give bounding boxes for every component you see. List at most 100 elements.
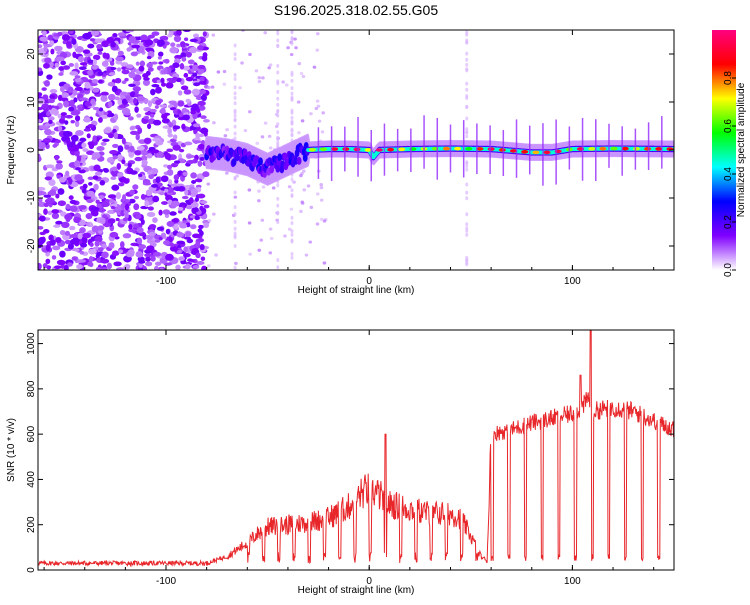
spectrogram-cell xyxy=(312,65,317,69)
spectrogram-cell xyxy=(128,223,133,230)
snr-ylabel: SNR (10 * v/v) xyxy=(6,418,17,482)
spectrogram-cell xyxy=(174,223,179,230)
spectrogram-cell xyxy=(71,144,80,152)
spectrogram-cell xyxy=(233,85,237,90)
spectrogram-cell xyxy=(165,228,171,235)
spectrogram-cell xyxy=(167,127,173,135)
spectrogram-cell xyxy=(147,170,153,175)
spectrogram-cell xyxy=(132,184,139,190)
spectrogram-cell xyxy=(126,64,134,69)
spectrogram-cell xyxy=(610,146,618,151)
spectrogram-cell xyxy=(192,140,202,144)
spectrogram-cell xyxy=(60,211,67,217)
spectrogram-cell xyxy=(509,149,517,153)
spectrogram-cell xyxy=(61,92,69,98)
spectrogram-cell xyxy=(290,72,294,77)
spectrogram-cell xyxy=(146,153,153,159)
spectrogram-cell xyxy=(233,91,237,96)
spectrogram-cell xyxy=(290,91,294,96)
spectrogram-cell xyxy=(375,148,383,152)
spectrogram-cell xyxy=(78,205,87,210)
spectrogram-cell xyxy=(43,194,52,198)
spectrogram-cell xyxy=(193,33,200,39)
spectrogram-cell xyxy=(122,217,129,222)
spectrogram-cell xyxy=(93,183,99,191)
spectrogram-cell xyxy=(135,250,144,258)
spectrogram-cell xyxy=(152,119,162,126)
spectrogram-cell xyxy=(158,236,163,241)
spectrogram-cell xyxy=(131,39,140,44)
spectrogram-cell xyxy=(290,221,294,226)
spectrogram-cell xyxy=(43,62,50,69)
spectrogram-cell xyxy=(181,195,189,200)
spectrogram-cell xyxy=(201,265,207,270)
spectrogram-cell xyxy=(276,258,280,263)
spectrogram-cell xyxy=(465,226,469,231)
spectrogram-cell xyxy=(248,252,252,256)
spectrogram-cell xyxy=(151,31,160,36)
spectrogram-cell xyxy=(126,166,132,172)
spectrogram-cell xyxy=(62,130,72,137)
spectrogram-cell xyxy=(135,61,140,66)
spectrogram-cell xyxy=(170,183,178,187)
spectrogram-cell xyxy=(38,197,43,203)
spectrogram-cell xyxy=(190,224,197,230)
spectrogram-cell xyxy=(258,157,263,166)
spectrogram-cell xyxy=(59,230,66,236)
spectrogram-cell xyxy=(128,151,135,158)
spectrogram-cell xyxy=(190,172,197,179)
spectrogram-cell xyxy=(96,145,105,151)
spectrogram-cell xyxy=(233,176,237,181)
spectrogram-cell xyxy=(194,214,200,221)
spectrogram-cell xyxy=(242,148,248,157)
spectrogram-cell xyxy=(88,182,93,186)
spectrogram-cell xyxy=(153,265,159,270)
spectrogram-cell xyxy=(107,218,116,224)
spectrogram-cell xyxy=(54,155,59,161)
spectrogram-cell xyxy=(86,133,91,139)
spectrogram-cell xyxy=(257,189,261,193)
spectrogram-cell xyxy=(185,76,194,82)
spectrogram-cell xyxy=(187,59,195,65)
spectrogram-cell xyxy=(89,242,94,247)
spectrogram-cell xyxy=(319,217,324,221)
spectrogram-cell xyxy=(277,153,283,162)
spectrogram-cell xyxy=(38,44,43,49)
spectrogram-cell xyxy=(342,147,350,151)
spectrogram-cell xyxy=(117,172,124,177)
spectrogram-cell xyxy=(87,69,94,76)
spectrogram-cell xyxy=(154,105,159,109)
spectrogram-cell xyxy=(117,32,127,37)
spectrogram-cell xyxy=(276,38,280,43)
spectrogram-cell xyxy=(588,147,596,151)
spectrogram-cell xyxy=(73,216,81,223)
spectrogram-cell xyxy=(115,56,124,62)
spectrogram-cell xyxy=(260,135,265,139)
spectrogram-cell xyxy=(134,88,139,96)
spectrogram-cell xyxy=(442,146,450,151)
spectrogram-cell xyxy=(281,80,285,84)
spectrogram-cell xyxy=(233,231,237,236)
spectrogram-cell xyxy=(290,238,294,243)
spectrogram-cell xyxy=(91,79,99,84)
spectrogram-cell xyxy=(142,182,152,186)
spectrogram-cell xyxy=(276,63,280,68)
spectrogram-cell xyxy=(261,76,265,80)
spectrogram-cell xyxy=(144,39,154,46)
spectrogram-cell xyxy=(207,218,212,223)
spectrogram-cell xyxy=(76,264,83,270)
spectrogram-cell xyxy=(69,199,77,205)
spectrogram-cell xyxy=(92,58,97,66)
spectrogram-cell xyxy=(67,243,74,250)
spectrogram-cell xyxy=(353,147,361,152)
spectrogram-cell xyxy=(172,76,178,81)
spectrogram-cell xyxy=(130,51,139,57)
spectrogram-cell xyxy=(260,218,265,222)
spectrogram-cell xyxy=(65,114,73,119)
spectrogram-cell xyxy=(261,185,266,189)
spectrogram-cell xyxy=(107,81,116,87)
spectrogram-cell xyxy=(53,109,59,116)
spectrogram-cell xyxy=(216,70,221,74)
